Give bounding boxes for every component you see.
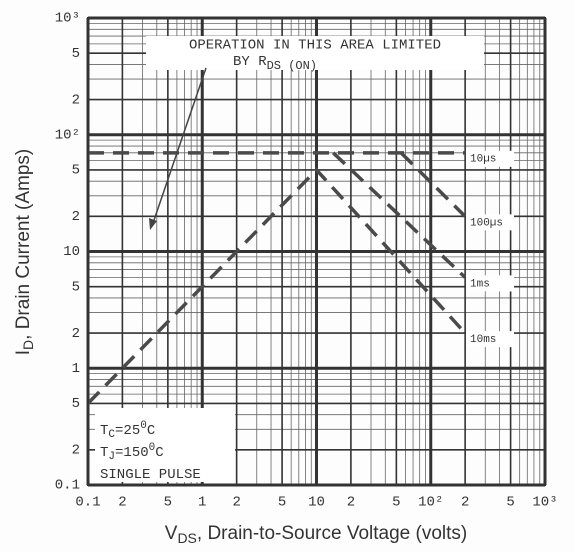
condition-sub: J xyxy=(108,451,115,463)
x-tick-label: 10² xyxy=(418,495,443,511)
x-tick-label: 2 xyxy=(461,495,469,511)
series-line xyxy=(331,151,467,279)
y-tick-label: 5 xyxy=(72,279,80,295)
y-tick-label: 5 xyxy=(72,396,80,412)
condition-end: C xyxy=(155,445,163,461)
condition-main: T xyxy=(100,423,108,439)
annotation-line2: BY RDS (ON) xyxy=(233,54,317,73)
series-label: 100µs xyxy=(470,217,503,229)
plot-frame xyxy=(87,17,546,486)
series-label-bg xyxy=(466,331,514,348)
annotation-sub: DS (ON) xyxy=(267,59,317,73)
y-tick-label: 2 xyxy=(72,92,80,108)
x-tick-label: 2 xyxy=(118,495,126,511)
x-tick-label: 5 xyxy=(164,495,172,511)
condition-rest: =25 xyxy=(115,423,140,439)
condition-end: C xyxy=(147,423,155,439)
condition-sup: 0 xyxy=(149,442,156,454)
y-tick-label: 10 xyxy=(63,244,80,260)
x-tick-label: 2 xyxy=(347,495,355,511)
condition-sub: C xyxy=(108,429,115,441)
annotation-line1: OPERATION IN THIS AREA LIMITED xyxy=(189,38,441,54)
y-tick-label: 10² xyxy=(55,127,80,143)
y-tick-label: 1 xyxy=(72,361,80,377)
condition-main: T xyxy=(100,445,108,461)
grid-layer xyxy=(86,16,547,487)
boxes xyxy=(95,36,484,482)
y-tick-label: 5 xyxy=(72,163,80,179)
condition: SINGLE PULSE xyxy=(100,467,201,483)
y-tick-label: 2 xyxy=(72,326,80,342)
series-layer xyxy=(86,150,514,405)
annotation-arrow xyxy=(151,67,207,227)
x-title-rest: , Drain-to-Source Voltage (volts) xyxy=(197,523,467,544)
series-label-bg xyxy=(466,150,514,167)
series-label: 10µs xyxy=(470,154,496,166)
x-tick-label: 10³ xyxy=(532,495,557,511)
y-tick-label: 10³ xyxy=(55,11,80,27)
series-label-bg xyxy=(466,275,514,292)
x-tick-label: 5 xyxy=(506,495,514,511)
x-title-main: V xyxy=(165,523,178,544)
condition-rest: =150 xyxy=(115,445,149,461)
x-tick-label: 5 xyxy=(392,495,400,511)
condition: TC=250C xyxy=(100,420,155,441)
y-title-sub: D xyxy=(20,340,36,350)
y-tick-label: 2 xyxy=(72,209,80,225)
series-label-bg xyxy=(466,214,514,231)
series-label: 1ms xyxy=(470,278,490,290)
condition-sup: 0 xyxy=(140,420,147,432)
condition: TJ=1500C xyxy=(100,442,164,463)
x-tick-label: 0.1 xyxy=(75,495,100,511)
conditions-box xyxy=(95,408,235,482)
y-title-rest: , Drain Current (Amps) xyxy=(13,149,34,340)
series-label: 10ms xyxy=(470,334,496,346)
x-tick-label: 10 xyxy=(308,495,325,511)
y-tick-label: 0.1 xyxy=(55,478,80,494)
x-title-sub: DS xyxy=(177,530,196,546)
y-tick-label: 5 xyxy=(72,46,80,62)
annotation-box xyxy=(146,36,484,70)
x-axis-title: VDS, Drain-to-Source Voltage (volts) xyxy=(165,523,467,546)
y-tick-label: 2 xyxy=(72,443,80,459)
series-line xyxy=(86,167,467,405)
y-title-main: I xyxy=(13,350,34,355)
x-tick-label: 5 xyxy=(278,495,286,511)
condition-main: SINGLE PULSE xyxy=(100,467,201,483)
x-tick-label: 2 xyxy=(232,495,240,511)
annotation-text: BY R xyxy=(233,54,267,70)
x-tick-label: 1 xyxy=(198,495,206,511)
series-line xyxy=(399,151,467,218)
y-axis-title: ID, Drain Current (Amps) xyxy=(13,149,36,356)
arrow-head xyxy=(149,218,157,230)
